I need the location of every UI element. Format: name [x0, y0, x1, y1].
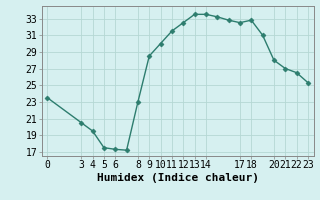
X-axis label: Humidex (Indice chaleur): Humidex (Indice chaleur): [97, 173, 259, 183]
